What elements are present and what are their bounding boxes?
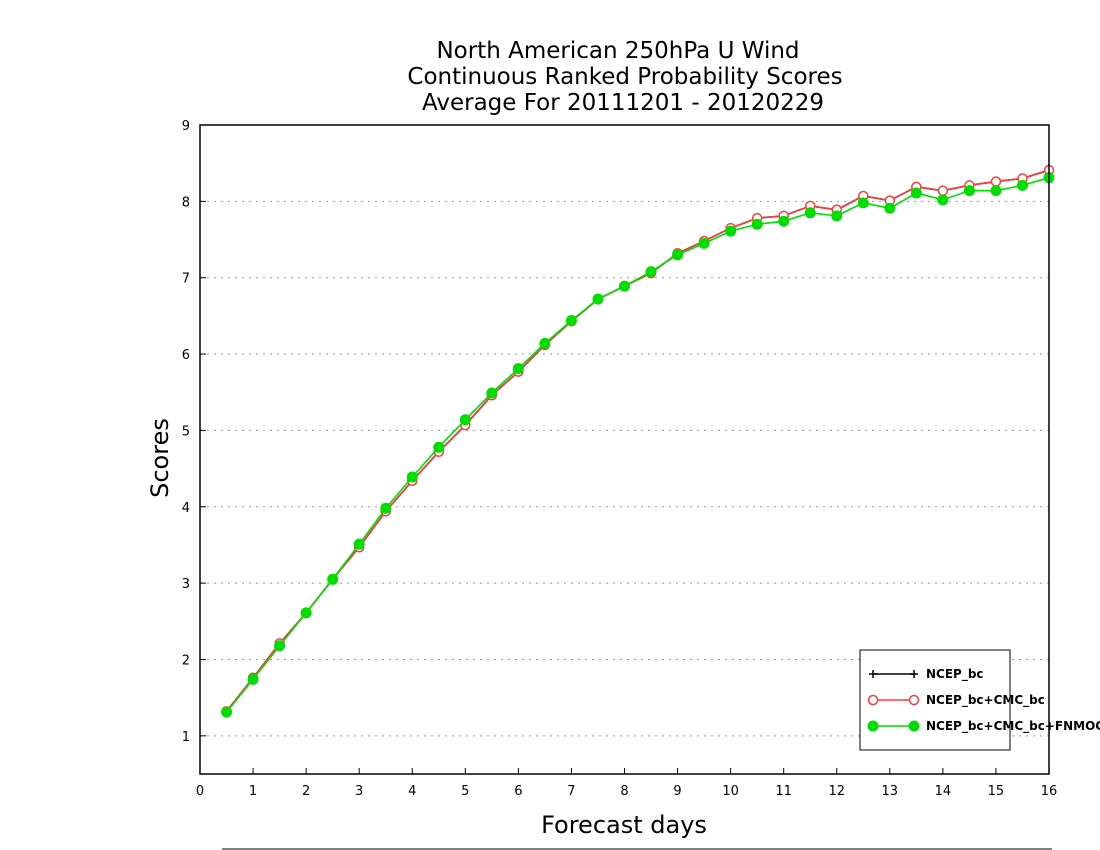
series-3-point xyxy=(963,185,975,197)
y-axis-title: Scores xyxy=(146,418,174,498)
series-1 xyxy=(222,166,1053,716)
legend-item-1-point xyxy=(869,670,877,678)
series-3-point xyxy=(512,363,524,375)
y-axis: 1 2 3 4 5 6 7 8 9 xyxy=(182,119,206,745)
series-3-point xyxy=(937,194,949,206)
legend-item-2-point xyxy=(867,694,879,706)
x-tick-label: 7 xyxy=(567,784,575,799)
series-3-point xyxy=(592,293,604,305)
y-tick-label: 8 xyxy=(182,195,190,210)
series-3-point xyxy=(486,387,498,399)
series-3-point xyxy=(300,607,312,619)
y-tick-label: 2 xyxy=(182,653,190,668)
x-tick-label: 14 xyxy=(935,784,952,799)
series-3-point xyxy=(539,337,551,349)
legend-item-1-point xyxy=(910,670,918,678)
series-3-point xyxy=(565,314,577,326)
series-3-point xyxy=(247,673,259,685)
y-tick-label: 5 xyxy=(182,424,190,439)
plot-series xyxy=(221,164,1055,718)
x-tick-label: 3 xyxy=(355,784,363,799)
series-2-point xyxy=(937,185,949,196)
series-3-point xyxy=(751,218,763,230)
series-3-point xyxy=(857,197,869,209)
x-tick-label: 11 xyxy=(775,784,792,799)
series-3-point xyxy=(274,640,286,652)
series-3-point xyxy=(406,471,418,483)
x-tick-label: 6 xyxy=(514,784,522,799)
legend-item-3-point xyxy=(908,720,920,732)
series-3-point xyxy=(990,185,1002,197)
legend-item-3-point xyxy=(867,720,879,732)
legend-item-1-label: NCEP_bc xyxy=(926,667,984,682)
series-3-point xyxy=(831,210,843,222)
series-3-point xyxy=(778,215,790,227)
chart-title: North American 250hPa U Wind Continuous … xyxy=(407,38,842,116)
legend-item-2-point xyxy=(908,694,920,706)
x-tick-label: 13 xyxy=(882,784,899,799)
y-tick-label: 4 xyxy=(182,501,190,516)
series-3-point xyxy=(380,502,392,514)
series-3-point xyxy=(327,573,339,585)
series-3-point xyxy=(459,414,471,426)
series-3-point xyxy=(619,280,630,292)
x-tick-label: 16 xyxy=(1041,784,1058,799)
series-3 xyxy=(221,172,1055,718)
series-3-point xyxy=(353,538,365,550)
legend-item-2: NCEP_bc+CMC_bc xyxy=(867,693,1045,708)
x-tick-label: 15 xyxy=(988,784,1005,799)
x-tick-label: 5 xyxy=(461,784,469,799)
title-line-3: Average For 20111201 - 20120229 xyxy=(422,90,824,116)
legend-item-2-label: NCEP_bc+CMC_bc xyxy=(926,693,1045,708)
x-tick-label: 8 xyxy=(620,784,628,799)
series-2-line xyxy=(225,169,1050,712)
plot-frame xyxy=(199,124,1050,775)
x-tick-label: 2 xyxy=(302,784,310,799)
x-axis: 0 1 2 3 4 5 6 7 8 9 10 11 12 13 14 15 16 xyxy=(196,768,1057,799)
series-2-point xyxy=(990,176,1002,187)
x-tick-label: 0 xyxy=(196,784,204,799)
x-tick-label: 9 xyxy=(673,784,681,799)
title-line-1: North American 250hPa U Wind xyxy=(436,38,799,64)
y-tick-label: 9 xyxy=(182,119,190,134)
y-tick-label: 7 xyxy=(182,272,190,287)
y-tick-label: 6 xyxy=(182,348,190,363)
x-tick-label: 1 xyxy=(249,784,257,799)
title-line-2: Continuous Ranked Probability Scores xyxy=(407,64,842,90)
series-3-point xyxy=(698,237,710,249)
series-3-point xyxy=(725,225,737,237)
legend-item-3-label: NCEP_bc+CMC_bc+FNMOC_bc xyxy=(926,719,1100,734)
y-tick-label: 1 xyxy=(182,730,190,745)
series-3-point xyxy=(884,202,896,214)
series-3-point xyxy=(910,187,922,199)
series-3-point xyxy=(433,441,445,453)
series-3-point xyxy=(221,706,233,718)
series-3-line xyxy=(225,176,1050,713)
legend-item-3: NCEP_bc+CMC_bc+FNMOC_bc xyxy=(867,719,1100,734)
series-2 xyxy=(221,164,1055,717)
legend: NCEP_bc NCEP_bc+CMC_bc NCEP_bc+CMC_bc+FNMO… xyxy=(859,649,1100,751)
series-3-point xyxy=(1016,179,1028,191)
x-tick-label: 4 xyxy=(408,784,416,799)
series-3-point xyxy=(672,249,684,261)
series-3-point xyxy=(645,266,657,278)
series-3-point xyxy=(804,207,816,219)
x-axis-title: Forecast days xyxy=(541,811,707,839)
series-1-line xyxy=(225,169,1050,712)
x-tick-label: 10 xyxy=(722,784,739,799)
x-tick-label: 12 xyxy=(828,784,845,799)
y-tick-label: 3 xyxy=(182,577,190,592)
legend-item-1: NCEP_bc xyxy=(869,667,984,682)
